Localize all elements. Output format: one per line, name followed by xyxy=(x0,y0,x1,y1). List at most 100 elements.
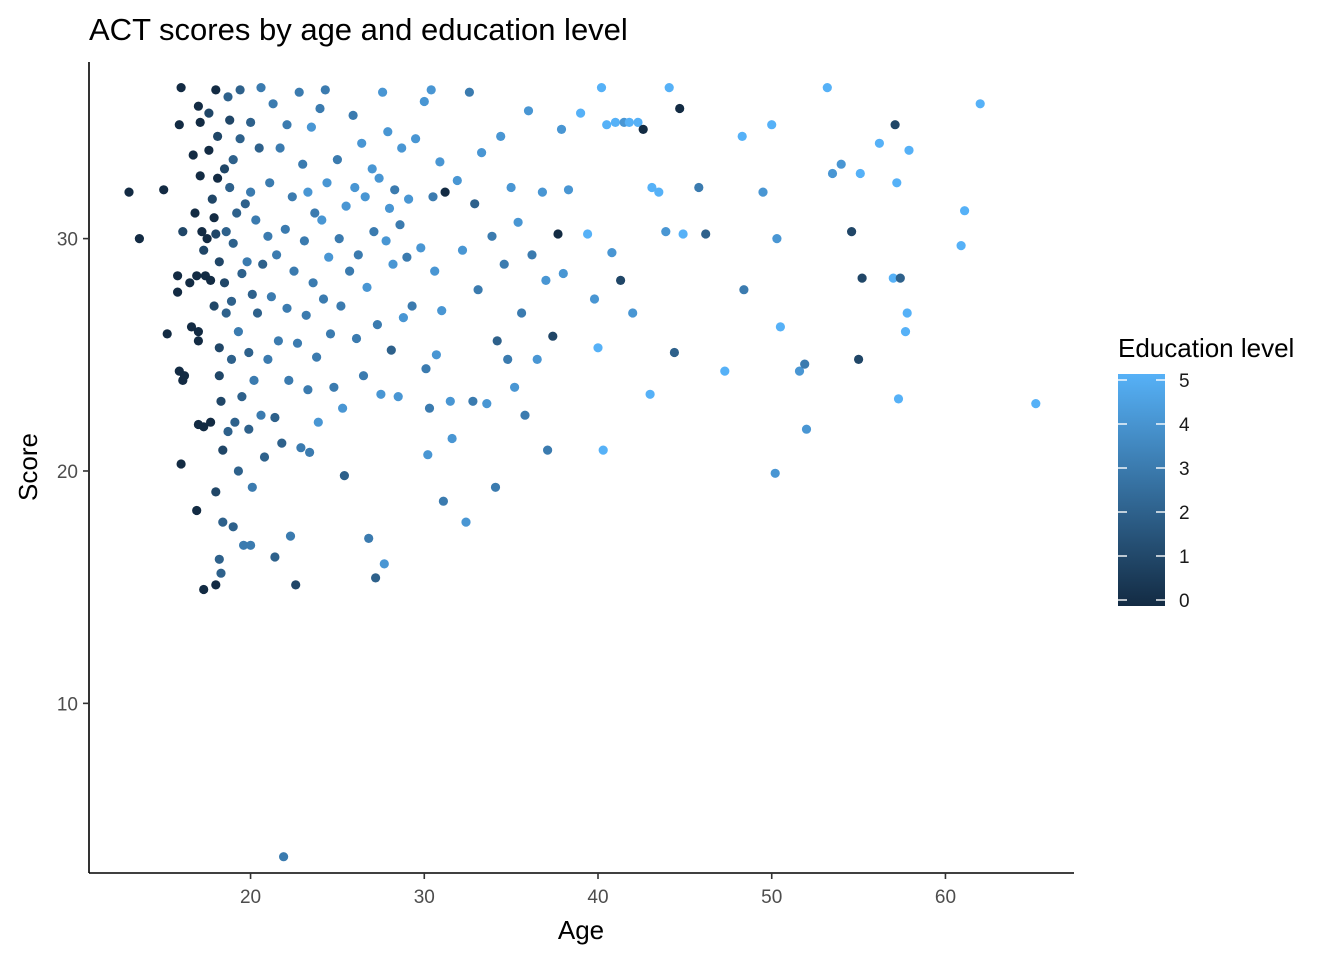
data-points xyxy=(124,83,1041,862)
data-point xyxy=(246,540,256,550)
data-point xyxy=(902,308,912,318)
data-point xyxy=(435,157,445,167)
data-point xyxy=(332,155,342,165)
data-point xyxy=(285,531,296,541)
data-point xyxy=(440,187,450,197)
x-tick-label: 30 xyxy=(414,887,435,908)
data-point xyxy=(960,206,970,216)
data-point xyxy=(447,433,457,444)
data-point xyxy=(313,417,323,427)
data-point xyxy=(225,115,235,125)
data-point xyxy=(520,410,530,420)
data-point xyxy=(207,194,217,204)
data-point xyxy=(616,275,626,285)
data-point xyxy=(193,101,203,111)
data-point xyxy=(426,85,436,95)
data-point xyxy=(211,580,221,590)
data-point xyxy=(371,573,381,583)
data-point xyxy=(270,412,280,423)
data-point xyxy=(305,447,315,457)
data-point xyxy=(376,389,386,399)
data-point xyxy=(669,347,680,358)
x-tick-label: 40 xyxy=(587,887,608,908)
data-point xyxy=(589,294,600,304)
data-point xyxy=(206,417,216,427)
data-point xyxy=(428,192,438,202)
data-point xyxy=(445,396,455,406)
data-point xyxy=(384,203,395,213)
y-tick-label: 20 xyxy=(57,462,78,483)
data-point xyxy=(240,199,250,209)
data-point xyxy=(388,259,398,269)
data-point xyxy=(254,143,264,153)
data-point xyxy=(421,364,431,374)
data-point xyxy=(279,852,289,862)
data-point xyxy=(694,182,704,193)
x-tick-label: 60 xyxy=(935,887,956,908)
data-point xyxy=(675,103,685,114)
data-point xyxy=(209,213,219,223)
data-point xyxy=(213,173,223,183)
data-point xyxy=(225,182,235,193)
data-point xyxy=(199,245,209,255)
data-point xyxy=(541,275,551,285)
data-point xyxy=(419,96,429,107)
data-point xyxy=(345,266,355,276)
data-point xyxy=(303,385,313,395)
data-point xyxy=(173,271,183,281)
legend-title: Education level xyxy=(1118,333,1294,363)
data-point xyxy=(801,424,812,434)
data-point xyxy=(204,145,214,155)
legend-colorbar xyxy=(1118,374,1165,606)
data-point xyxy=(322,178,332,188)
data-point xyxy=(381,236,391,246)
data-point xyxy=(216,568,226,578)
data-point xyxy=(509,382,520,392)
data-point xyxy=(176,83,186,93)
data-point xyxy=(256,83,266,93)
data-point xyxy=(246,117,256,127)
data-point xyxy=(638,124,648,134)
data-point xyxy=(186,322,197,332)
data-point xyxy=(369,227,379,237)
data-point xyxy=(473,285,483,295)
data-point xyxy=(221,308,231,318)
data-point xyxy=(395,220,405,230)
data-point xyxy=(767,120,777,130)
data-point xyxy=(237,268,247,279)
data-point xyxy=(195,117,205,127)
data-point xyxy=(822,83,832,93)
data-point xyxy=(213,131,223,141)
data-point xyxy=(367,164,377,174)
data-point xyxy=(325,329,336,339)
data-point xyxy=(664,83,674,93)
data-point xyxy=(390,185,400,195)
data-point xyxy=(159,185,169,195)
data-point xyxy=(219,278,230,288)
data-point xyxy=(628,308,638,318)
data-point xyxy=(239,540,249,550)
data-point xyxy=(204,108,214,118)
data-point xyxy=(315,103,325,114)
data-point xyxy=(607,248,617,258)
data-point xyxy=(174,120,184,130)
data-point xyxy=(247,482,257,492)
data-point xyxy=(270,552,280,562)
data-point xyxy=(211,85,221,95)
data-point xyxy=(593,343,603,353)
data-point xyxy=(678,229,688,239)
data-point xyxy=(492,336,502,346)
data-point xyxy=(235,134,245,144)
data-point xyxy=(312,352,322,362)
data-point xyxy=(532,354,542,364)
data-point xyxy=(701,229,711,239)
data-point xyxy=(348,110,358,120)
data-point xyxy=(338,403,348,413)
data-point xyxy=(244,347,254,358)
data-point xyxy=(543,445,553,455)
data-point xyxy=(353,250,363,260)
data-point xyxy=(176,459,186,469)
data-point xyxy=(470,199,480,209)
data-point xyxy=(287,192,297,202)
data-point xyxy=(193,336,203,346)
